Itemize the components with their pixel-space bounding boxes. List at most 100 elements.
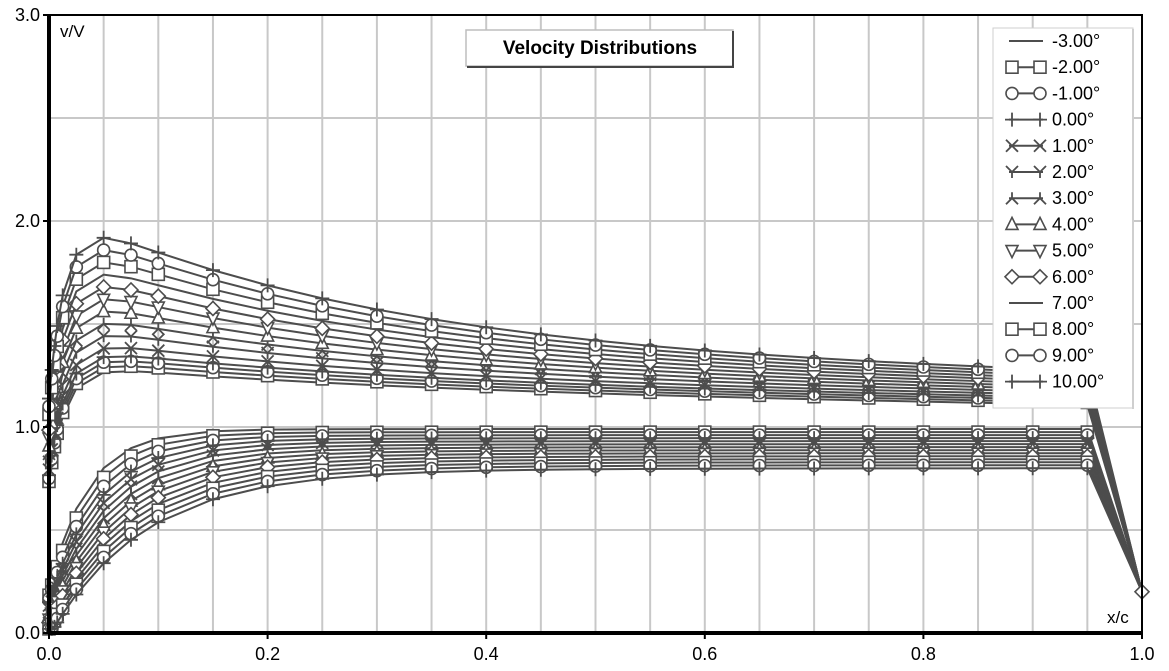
data-point [314,320,331,337]
data-point [259,311,276,328]
data-point [1080,461,1095,476]
chart-title-box: Velocity Distributions [465,29,734,68]
axes [43,14,1143,639]
y-tick-label: 0.0 [15,623,40,643]
data-point [96,230,111,245]
legend-marker [1003,268,1021,285]
data-point [96,302,111,318]
data-point [315,291,330,306]
data-point [151,333,165,346]
data-point [315,359,329,373]
data-point [96,487,111,502]
legend-label: 1.00° [1052,136,1094,156]
data-point [96,243,111,257]
data-point [369,302,384,317]
x-tick-label: 1.0 [1129,644,1154,664]
data-point [124,248,138,262]
y-axis-label: v/V [60,22,85,41]
x-tick-label: 0.4 [474,644,499,664]
series-10.00 [42,230,1143,636]
data-point [122,281,140,299]
data-point [97,317,111,331]
legend-label: 3.00° [1052,188,1094,208]
legend-label: 0.00° [1052,110,1094,130]
legend-marker [1005,192,1019,205]
tick-labels: 0.0 0.2 0.4 0.6 0.8 1.0 0.0 1.0 2.0 3.0 [15,5,1155,664]
data-point [697,461,712,476]
data-point [916,461,931,476]
legend-entry: 0.00° [1005,110,1094,130]
data-point [69,334,83,348]
data-point [123,532,138,547]
legend-label: 9.00° [1052,345,1094,365]
legend-label: 8.00° [1052,319,1094,339]
data-point [368,328,386,345]
legend-marker [1033,165,1047,178]
legend-label: -3.00° [1052,31,1100,51]
data-point [807,351,822,366]
y-tick-label: 1.0 [15,417,40,437]
data-point [260,479,275,494]
legend-entry: -1.00° [1005,83,1100,103]
data-point [424,465,439,480]
data-point [123,349,138,364]
legend-label: 5.00° [1052,241,1094,261]
data-point [588,333,603,348]
data-point [69,587,84,602]
legend: -3.00° -2.00° -1.00° 0.00° 1.00° 2.00° 3.00° 4.… [992,27,1134,409]
legend-label: 4.00° [1052,214,1094,234]
legend-marker [1004,244,1020,260]
data-point [50,615,65,630]
data-point [150,288,167,305]
legend-marker [1005,165,1019,178]
data-point [123,236,138,251]
legend-marker [1033,192,1047,205]
data-point [369,467,384,482]
data-point [206,340,220,353]
data-point [151,351,166,366]
legend-marker [1005,86,1019,101]
legend-entry: 9.00° [1005,345,1094,365]
data-point [533,462,548,477]
data-point [151,451,166,466]
y-tick-label: 2.0 [15,211,40,231]
legend-marker [1031,268,1049,285]
legend-marker [1005,60,1019,75]
data-point [315,471,330,486]
data-point [861,461,876,476]
legend-marker [1033,86,1047,101]
data-point [55,288,70,303]
data-point [96,350,111,365]
legend-entry: -2.00° [1005,57,1100,77]
data-point [916,356,931,371]
data-point [370,363,384,377]
chart-title: Velocity Distributions [503,38,697,59]
data-point [205,492,220,507]
data-point [69,319,84,334]
x-axis-label: x/c [1107,608,1129,627]
data-point [423,334,440,352]
data-point [479,320,494,335]
data-point [588,462,603,477]
data-point [50,318,65,333]
legend-label: -2.00° [1052,57,1100,77]
legend-label: 10.00° [1052,372,1104,392]
legend-label: 7.00° [1052,293,1094,313]
data-point [204,300,222,317]
data-point [424,312,439,327]
data-point [1025,461,1040,476]
legend-marker [1033,348,1047,363]
x-tick-label: 0.8 [911,644,936,664]
data-point [151,322,165,336]
data-point [260,354,275,369]
legend-marker [1033,374,1047,389]
data-point [205,263,220,278]
data-point [533,327,548,342]
data-point [151,309,166,324]
legend-marker [1032,215,1048,231]
data-point [643,338,658,353]
data-point [206,349,220,363]
data-point [124,329,138,343]
